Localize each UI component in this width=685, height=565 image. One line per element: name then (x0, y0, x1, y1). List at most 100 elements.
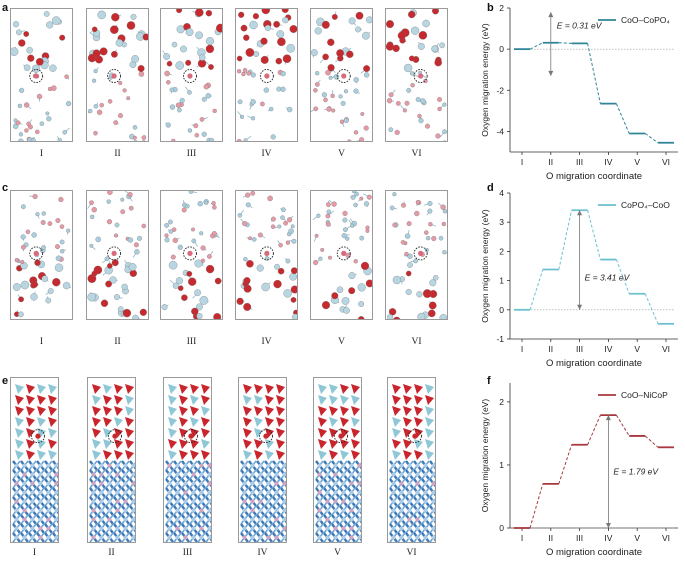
structure-frame-a-1 (10, 8, 73, 142)
y-tick-label: -1 (496, 334, 504, 344)
migrating-oxygen-marker (336, 246, 351, 261)
frame-label-a-4: IV (261, 149, 272, 159)
frame-label-c-5: V (338, 337, 345, 347)
energy-connector (529, 42, 544, 50)
energy-connector (615, 259, 630, 294)
x-tick-label: I (521, 533, 523, 543)
frame-label-a-1: I (39, 149, 44, 159)
migrating-oxygen-marker (408, 429, 422, 444)
migrating-oxygen-marker (259, 69, 274, 83)
energy-connector (615, 103, 630, 134)
structure-frame-a-5 (310, 8, 373, 142)
frame-label-e-3: III (182, 548, 193, 558)
x-tick-label: VI (662, 157, 670, 167)
y-tick-label: 1 (499, 460, 504, 470)
barrier-arrowhead-bottom (548, 70, 554, 76)
migrating-oxygen-marker (31, 429, 45, 444)
migrating-oxygen-marker (413, 69, 428, 83)
frame-label-e-2: II (108, 548, 115, 558)
structure-frame-a-2 (86, 8, 149, 142)
migrating-oxygen-marker (259, 246, 274, 261)
frame-label-c-4: IV (261, 337, 272, 347)
frame-label-a-3: III (186, 149, 197, 159)
frame-label-c-1: I (39, 337, 44, 347)
barrier-annotation: E = 0.31 eV (557, 21, 603, 31)
structure-frame-e-5 (313, 377, 362, 543)
structure-frame-a-6 (385, 8, 448, 142)
migrating-oxygen-marker (29, 246, 44, 261)
y-axis-title: Oxygen migration energy (eV) (480, 23, 490, 137)
structure-frame-c-5 (310, 190, 373, 320)
y-tick-label: 0 (499, 523, 504, 533)
energy-connector (558, 42, 572, 44)
panel-label-e: e (2, 375, 9, 387)
y-tick-label: -2 (496, 85, 504, 95)
migrating-oxygen-marker (183, 69, 197, 83)
panel-label-c: c (2, 182, 9, 194)
x-tick-label: III (576, 157, 583, 167)
panel-label-b: b (487, 2, 494, 14)
structure-frame-a-4 (235, 8, 298, 142)
barrier-arrowhead-top (605, 415, 611, 421)
x-tick-label: V (634, 344, 640, 354)
energy-connector (529, 269, 544, 310)
x-tick-label: III (576, 533, 583, 543)
x-tick-label: IV (604, 344, 612, 354)
migrating-oxygen-marker (183, 246, 197, 261)
x-tick-label: II (548, 157, 553, 167)
x-tick-label: VI (662, 533, 670, 543)
x-tick-label: IV (604, 157, 612, 167)
barrier-arrowhead-bottom (577, 304, 583, 310)
panel-label-d: d (487, 182, 494, 194)
x-tick-label: V (634, 157, 640, 167)
structure-frame-e-6 (387, 377, 436, 543)
structure-frame-c-3 (160, 190, 223, 320)
y-tick-label: -4 (496, 126, 504, 136)
energy-connector (587, 210, 601, 260)
y-tick-label: 1 (499, 276, 504, 286)
x-tick-label: VI (662, 344, 670, 354)
x-tick-label: II (548, 344, 553, 354)
x-axis-title: O migration coordinate (546, 171, 642, 182)
frame-label-a-2: II (114, 149, 121, 159)
migrating-oxygen-marker (184, 429, 198, 444)
migrating-oxygen-marker (108, 429, 122, 444)
y-axis-title: Oxygen migration energy (eV) (480, 209, 490, 323)
barrier-annotation: E = 1.79 eV (613, 466, 659, 476)
energy-connector (644, 133, 659, 144)
x-tick-label: I (521, 344, 523, 354)
y-tick-label: 4 (499, 188, 504, 198)
y-tick-label: 2 (499, 246, 504, 256)
y-axis-title: Oxygen migration energy (eV) (480, 399, 490, 513)
migrating-oxygen-marker (107, 69, 122, 83)
structure-frame-c-2 (86, 190, 149, 320)
migrating-oxygen-marker (334, 429, 348, 444)
frame-label-a-5: V (338, 149, 345, 159)
x-axis-title: O migration coordinate (546, 358, 642, 369)
frame-label-c-2: II (114, 337, 121, 347)
y-tick-label: 2 (499, 3, 504, 13)
barrier-annotation: E = 3.41 eV (585, 273, 631, 283)
x-tick-label: I (521, 157, 523, 167)
y-tick-label: 3 (499, 217, 504, 227)
energy-connector (529, 483, 544, 529)
migrating-oxygen-marker (413, 246, 428, 261)
frame-label-e-1: I (32, 548, 37, 558)
migrating-oxygen-marker (259, 429, 273, 444)
legend-label: CoPO₄–CoO (621, 200, 670, 210)
x-axis-title: O migration coordinate (546, 547, 642, 558)
structure-frame-c-1 (10, 190, 73, 320)
structure-frame-c-6 (385, 190, 448, 320)
y-tick-label: 0 (499, 44, 504, 54)
x-tick-label: III (576, 344, 583, 354)
legend-label: CoO–CoPO₄ (621, 15, 670, 25)
frame-label-e-5: V (334, 548, 341, 558)
structure-frame-e-2 (87, 377, 136, 543)
panel-label-a: a (2, 2, 9, 14)
y-tick-label: 0 (499, 305, 504, 315)
frame-label-c-6: VI (411, 337, 422, 347)
structure-frame-c-4 (235, 190, 298, 320)
barrier-arrowhead-top (548, 12, 554, 18)
